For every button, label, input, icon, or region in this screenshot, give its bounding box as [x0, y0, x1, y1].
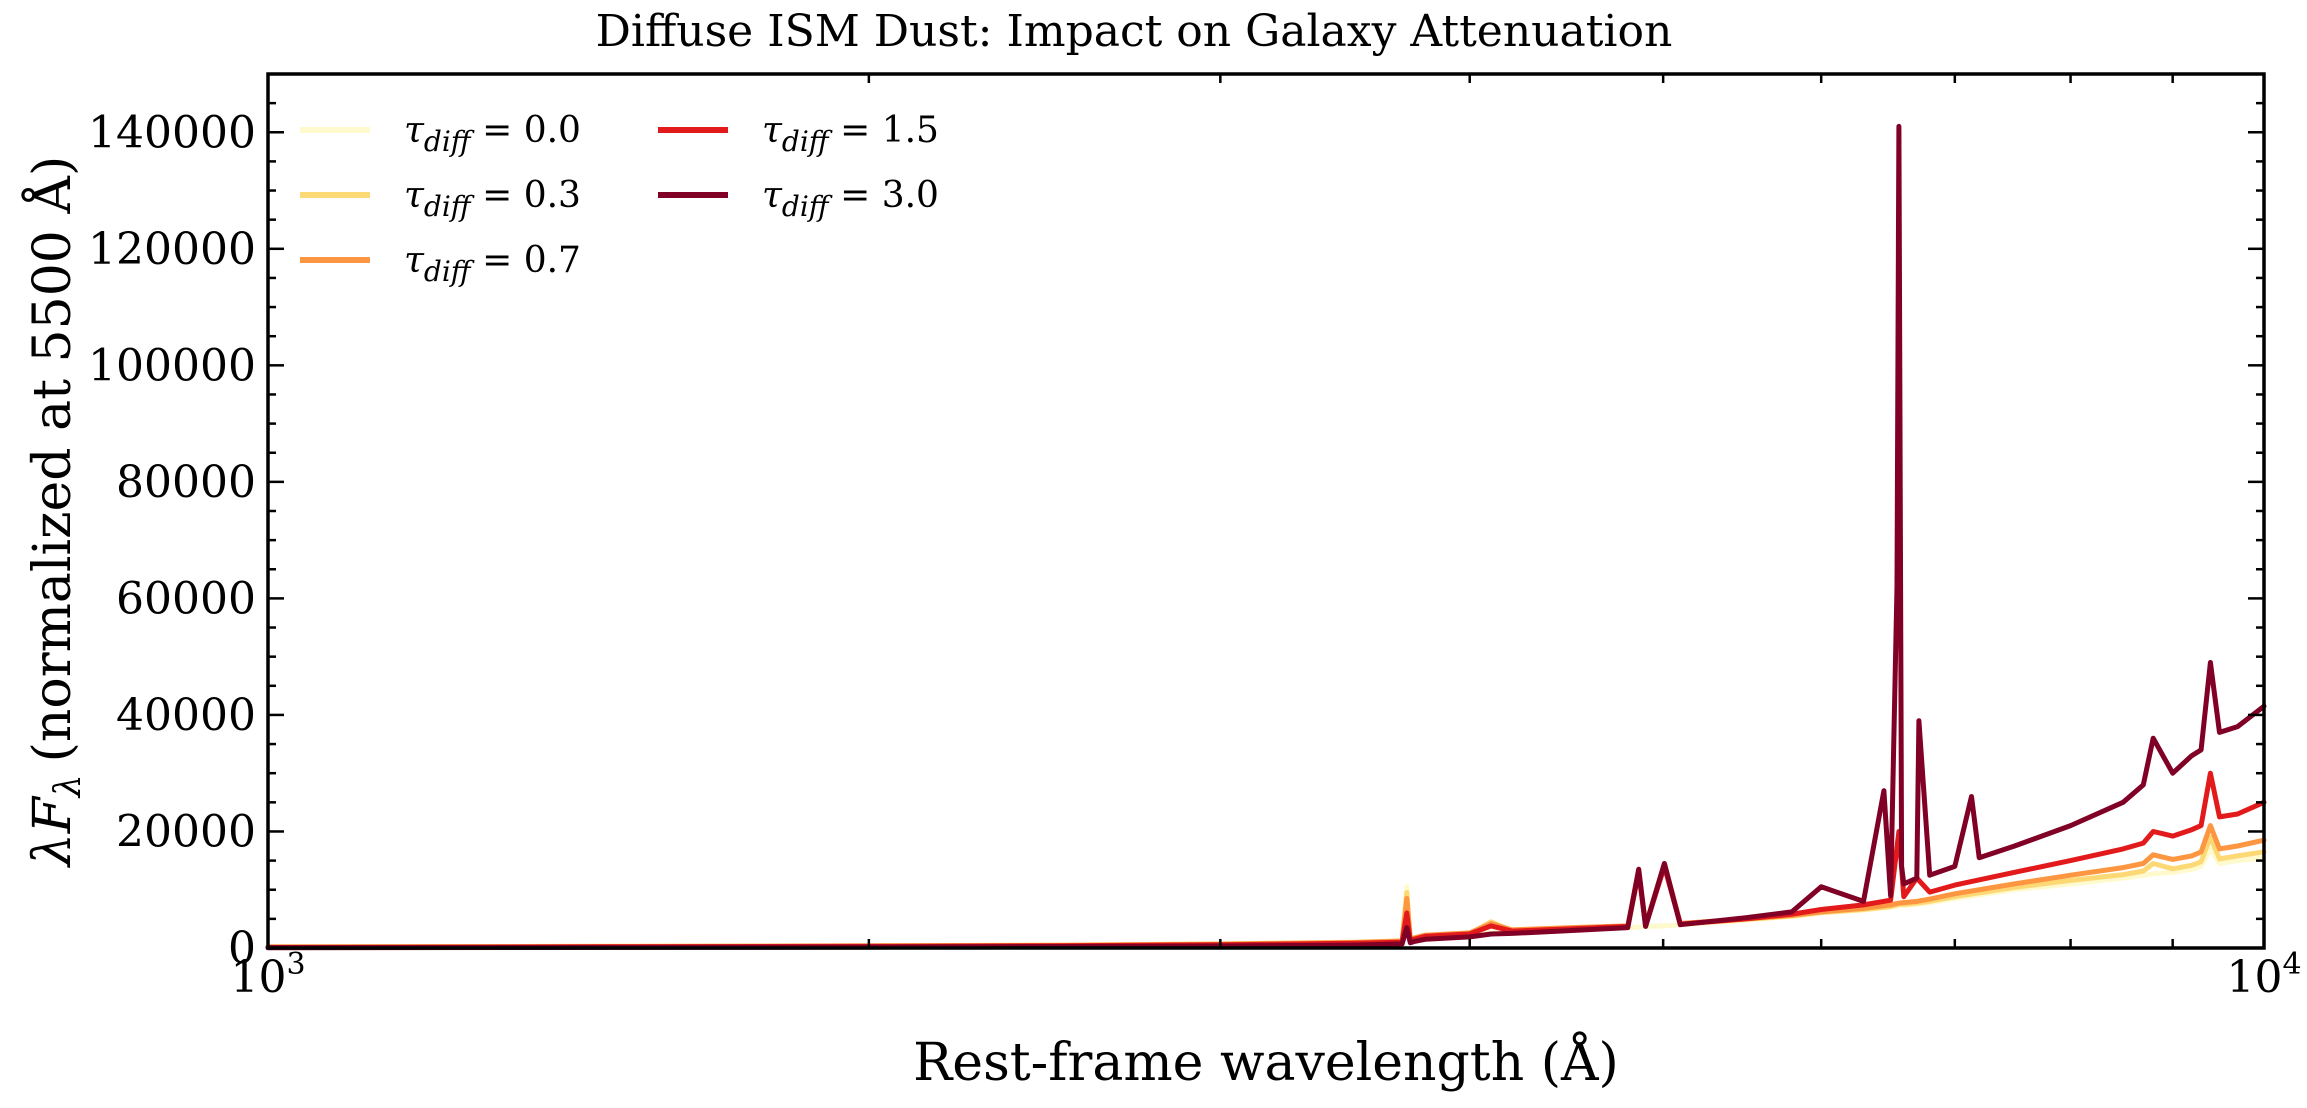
legend-label: τdiff = 1.5 [762, 110, 939, 158]
y-tick-label: 120000 [88, 224, 256, 275]
legend-label: τdiff = 3.0 [762, 175, 939, 223]
y-tick-label: 100000 [88, 340, 256, 391]
y-tick-label: 20000 [116, 806, 256, 857]
series-line-2 [265, 823, 2267, 950]
y-tick-label: 80000 [116, 457, 256, 508]
series-layer [265, 123, 2267, 951]
y-axis-label: λFλ (normalized at 5500 Å) [21, 156, 89, 869]
x-tick-label: 103 [230, 947, 305, 1003]
legend: τdiff = 0.0 τdiff = 0.3 τdiff = 0.7 τdiff =… [300, 110, 939, 288]
y-tick-label: 60000 [116, 573, 256, 624]
legend-label: τdiff = 0.3 [404, 175, 581, 223]
y-tick-label: 0 [228, 923, 256, 974]
x-axis: 103 104 [230, 74, 2302, 1003]
x-axis-label: Rest-frame wavelength (Å) [913, 1031, 1619, 1093]
y-axis-label-symbol: λF [23, 795, 83, 868]
y-axis-label-text: (normalized at 5500 Å) [21, 156, 83, 763]
series-line-0 [265, 846, 2267, 950]
series-line-4 [265, 123, 2267, 951]
x-tick-label: 104 [2226, 947, 2301, 1003]
y-axis: 0 20000 40000 60000 80000 100000 120000 140000 [88, 101, 2264, 974]
legend-label: τdiff = 0.0 [404, 110, 581, 158]
legend-label: τdiff = 0.7 [404, 240, 581, 288]
y-tick-label: 40000 [116, 690, 256, 741]
chart-title: Diffuse ISM Dust: Impact on Galaxy Atten… [596, 6, 1673, 57]
y-tick-label: 140000 [88, 107, 256, 158]
series-line-3 [265, 770, 2267, 950]
y-axis-label-subscript: λ [48, 774, 89, 799]
